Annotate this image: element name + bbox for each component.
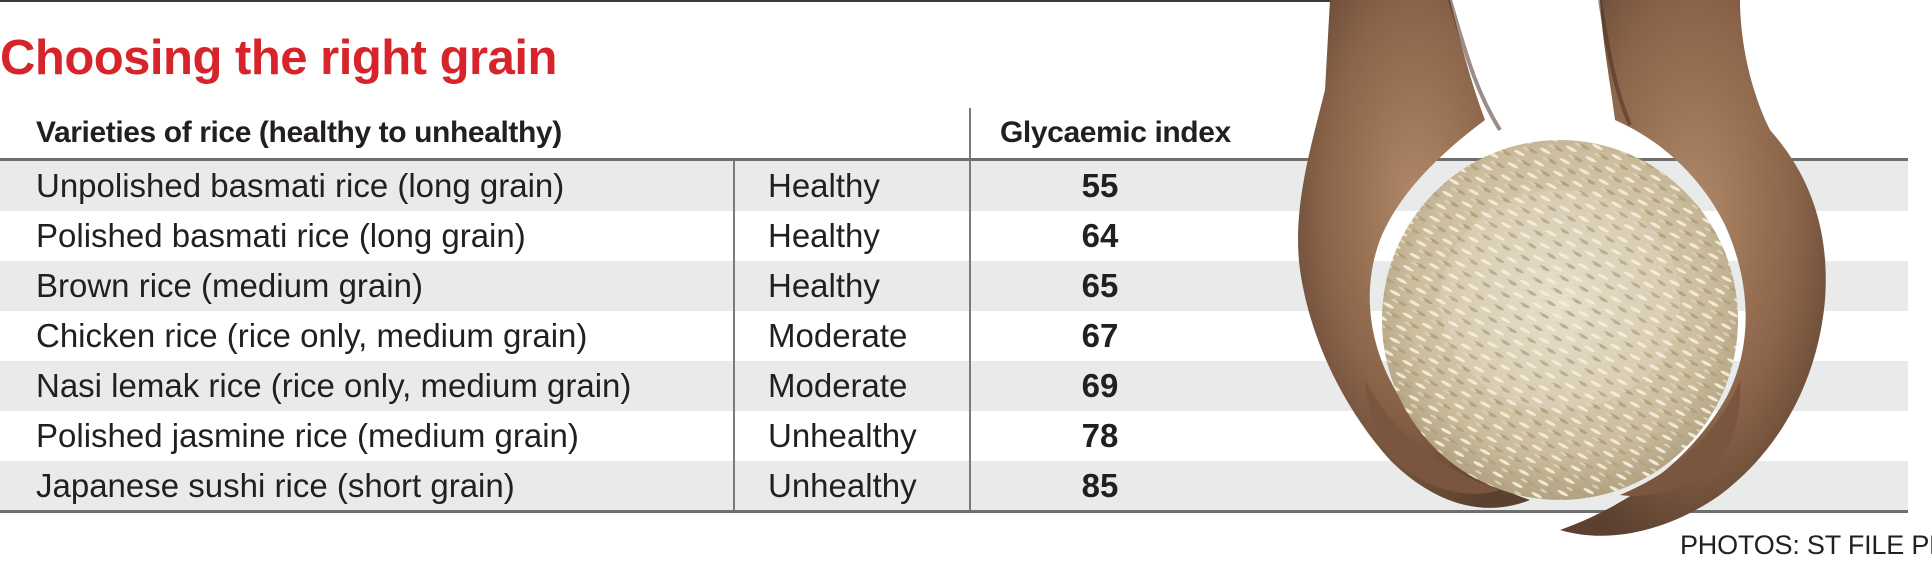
- variety-cell: Brown rice (medium grain): [36, 267, 423, 304]
- rating-cell: Healthy: [768, 217, 880, 254]
- rating-cell: Moderate: [768, 367, 908, 404]
- gi-cell: 55: [1081, 167, 1119, 204]
- variety-cell: Polished jasmine rice (medium grain): [36, 417, 579, 454]
- rating-cell: Healthy: [768, 167, 880, 204]
- gi-cell: 85: [1081, 467, 1119, 504]
- column-divider-rating: [733, 161, 735, 511]
- gi-cell: 65: [1081, 267, 1119, 304]
- table-row: Polished jasmine rice (medium grain) Unh…: [0, 411, 1908, 461]
- column-divider-gi: [969, 161, 971, 511]
- variety-cell: Unpolished basmati rice (long grain): [36, 167, 565, 204]
- gi-cell: 67: [1081, 317, 1119, 354]
- photo-credit: PHOTOS: ST FILE PH: [1680, 530, 1932, 560]
- page-title: Choosing the right grain: [0, 31, 557, 85]
- bottom-rule: [0, 510, 1908, 513]
- variety-cell: Polished basmati rice (long grain): [36, 217, 526, 254]
- header-divider: [969, 108, 971, 162]
- table-header: Varieties of rice (healthy to unhealthy)…: [0, 106, 1908, 162]
- variety-cell: Japanese sushi rice (short grain): [36, 467, 515, 504]
- gi-cell: 69: [1081, 367, 1119, 404]
- header-variety: Varieties of rice (healthy to unhealthy): [36, 116, 562, 149]
- hands-holding-rice-photo: [1298, 0, 1826, 536]
- gi-cell: 64: [1081, 217, 1119, 254]
- table-row: Chicken rice (rice only, medium grain) M…: [0, 311, 1908, 361]
- rating-cell: Moderate: [768, 317, 908, 354]
- header-rule: [0, 158, 1908, 161]
- table-row: Polished basmati rice (long grain) Healt…: [0, 211, 1908, 261]
- variety-cell: Chicken rice (rice only, medium grain): [36, 317, 588, 354]
- gi-cell: 78: [1081, 417, 1119, 454]
- header-glycaemic-index: Glycaemic index: [1000, 116, 1231, 149]
- rating-cell: Unhealthy: [768, 467, 917, 504]
- top-rule: [0, 0, 1360, 2]
- variety-cell: Nasi lemak rice (rice only, medium grain…: [36, 367, 632, 404]
- rating-cell: Healthy: [768, 267, 880, 304]
- rating-cell: Unhealthy: [768, 417, 917, 454]
